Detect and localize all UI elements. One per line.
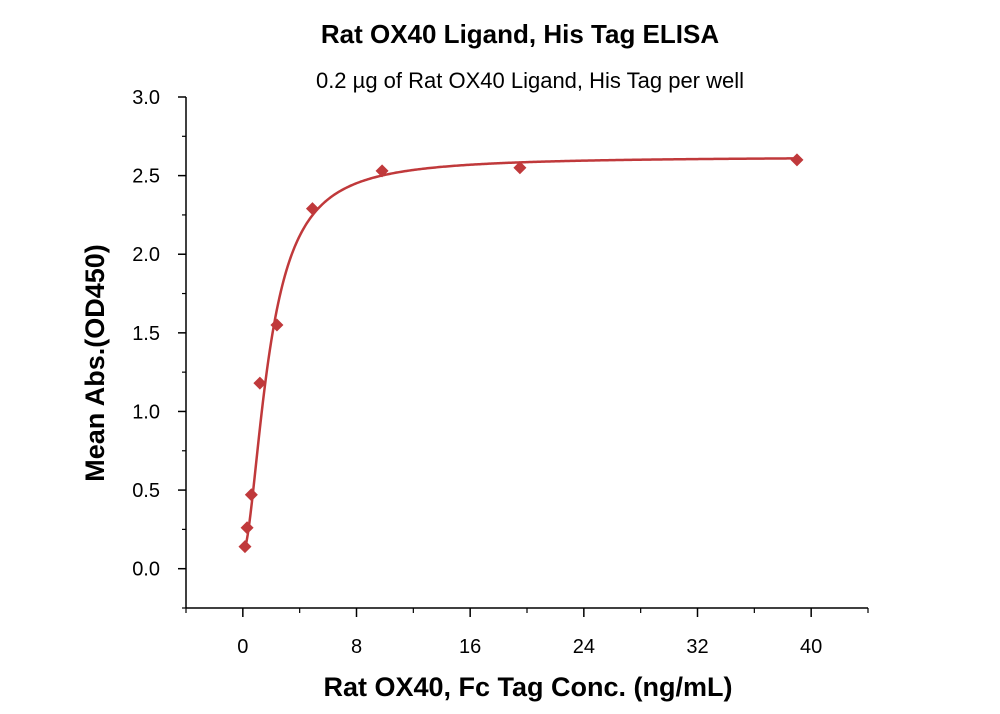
y-tick-label: 3.0 [132, 87, 160, 109]
fit-curve-layer [243, 157, 797, 549]
x-tick-label: 16 [459, 636, 481, 658]
axes: 0.0 0.5 1.0 1.5 2.0 2.5 3.0 0 8 16 24 32 40 [132, 87, 869, 658]
data-point [305, 202, 319, 216]
data-point [375, 164, 389, 178]
data-point [253, 376, 267, 390]
x-tick-label: 8 [351, 636, 362, 658]
y-tick-label: 1.5 [132, 323, 160, 345]
y-tick-label: 2.5 [132, 166, 160, 188]
y-tick-label: 2.0 [132, 244, 160, 266]
y-tick-label: 1.0 [132, 401, 160, 423]
x-tick-label: 40 [800, 636, 822, 658]
data-point [270, 318, 284, 332]
y-tick-label: 0.0 [132, 559, 160, 581]
y-axis-label: Mean Abs.(OD450) [80, 244, 110, 482]
data-point [513, 161, 527, 175]
x-tick-label: 32 [686, 636, 708, 658]
x-axis-label: Rat OX40, Fc Tag Conc. (ng/mL) [323, 672, 732, 702]
y-tick-label: 0.5 [132, 480, 160, 502]
chart-title: Rat OX40 Ligand, His Tag ELISA [321, 19, 719, 49]
fit-curve [243, 157, 797, 549]
data-point [790, 153, 804, 167]
data-point [238, 540, 252, 554]
data-point [244, 488, 258, 502]
x-tick-label: 24 [573, 636, 595, 658]
data-markers [238, 153, 804, 554]
data-point [240, 521, 254, 535]
x-tick-label: 0 [237, 636, 248, 658]
chart-subtitle: 0.2 µg of Rat OX40 Ligand, His Tag per w… [316, 68, 744, 93]
